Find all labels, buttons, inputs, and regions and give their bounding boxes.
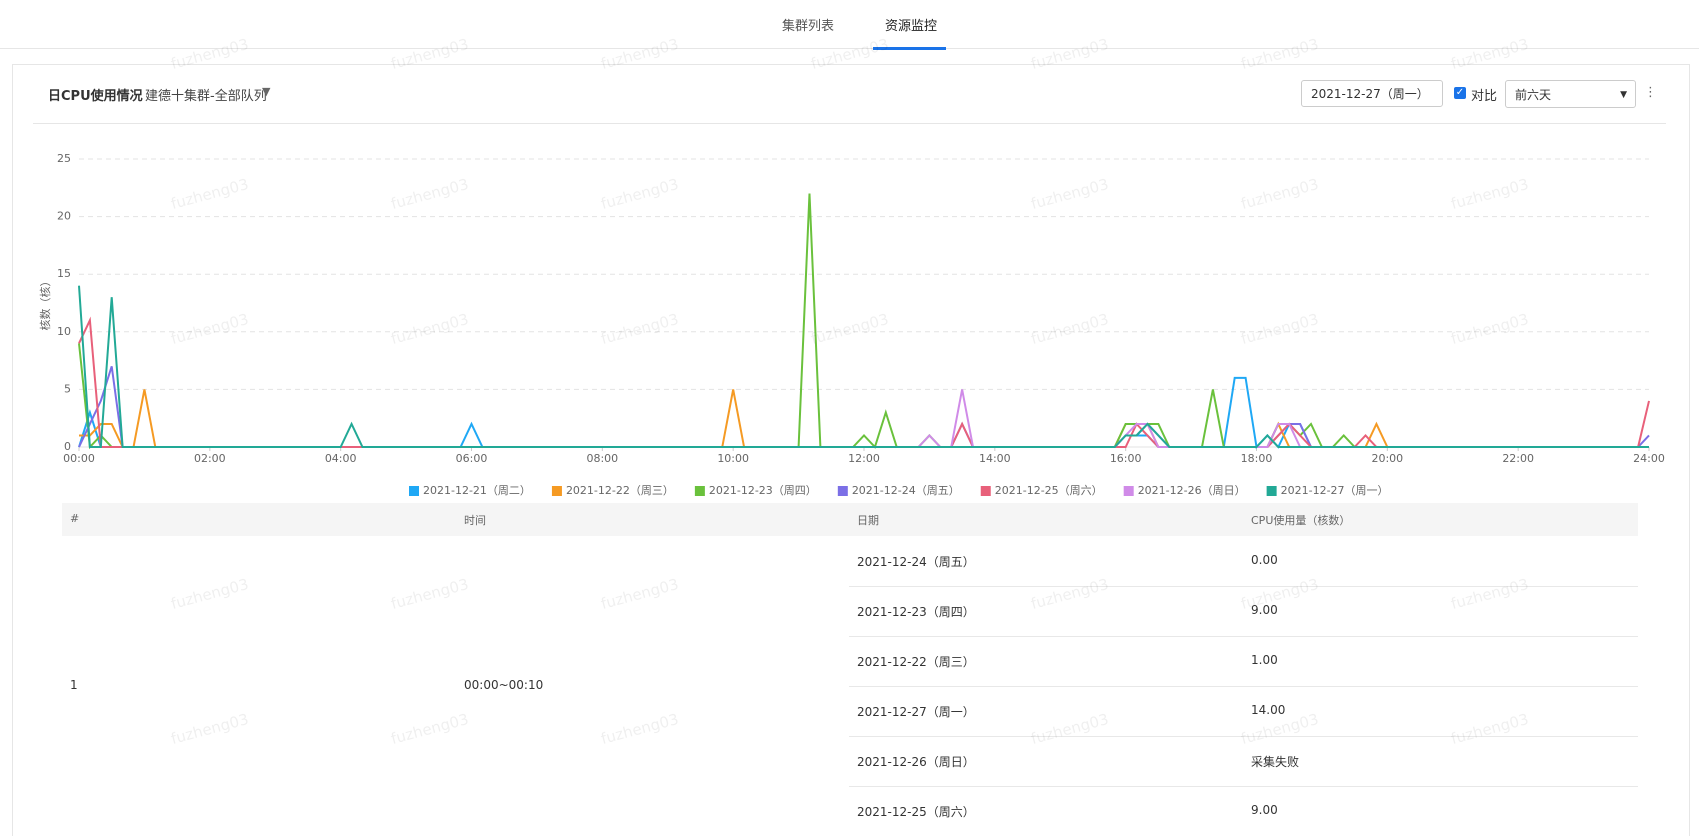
date-picker[interactable]: 2021-12-27（周一） [1301,80,1443,107]
value-cell: 1.00 [1251,653,1278,667]
value-cell: 14.00 [1251,703,1286,717]
row-divider [849,636,1638,637]
date-cell: 2021-12-26（周日） [857,755,975,769]
card-subtitle[interactable]: 建德十集群-全部队列 [145,89,267,104]
range-select[interactable]: 前六天 ▼ [1505,80,1636,108]
date-cell: 2021-12-22（周三） [857,655,975,669]
legend-swatch [980,486,991,496]
time-cell: 00:00~00:10 [464,678,544,692]
series-line [917,389,1649,448]
table-header [62,503,1638,536]
value-cell: 0.00 [1251,553,1278,567]
row-divider [849,586,1638,587]
series-line [78,193,1649,450]
series-line [78,316,1650,448]
range-text: 前六天 [1515,88,1552,102]
value-cell: 采集失败 [1251,755,1300,769]
tab-underline [873,47,946,50]
tab-divider [0,48,1699,49]
x-tick-label: 14:00 [979,452,1011,465]
y-tick-label: 25 [57,152,71,165]
series-line [78,285,1649,448]
x-tick-label: 00:00 [63,452,95,465]
x-tick-label: 04:00 [325,452,357,465]
more-menu[interactable]: ⋮ [1644,85,1657,100]
legend-swatch [409,486,419,496]
tab-active[interactable]: 资源监控 [885,19,938,34]
table: # 时间 日期 CPU使用量（核数） 1 00:00~00:10 2021-12-24（周五… [62,503,1638,836]
legend-swatch [551,486,562,496]
value-cell: 9.00 [1251,803,1278,817]
date-cell: 2021-12-24（周五） [857,555,975,569]
y-tick-label: 0 [64,440,71,453]
date-text: 2021-12-27（周一） [1311,87,1429,101]
y-tick-label: 5 [64,382,71,395]
checkbox-label: 对比 [1471,89,1498,104]
legend-swatch [694,486,705,496]
header-divider [33,123,1666,124]
index-cell: 1 [70,678,78,692]
legend-swatch [1266,486,1277,496]
header-cell: CPU使用量（核数） [1251,514,1351,527]
select-arrow: ▼ [1620,90,1627,100]
legend-swatch [1123,486,1134,496]
card [12,64,1690,836]
x-tick-label: 20:00 [1371,452,1403,465]
filter-icon[interactable]: ▼ [262,85,271,98]
row-divider [849,736,1638,737]
legend-label: 2021-12-26（周日） [1138,484,1246,497]
header-cell: 日期 [857,514,879,527]
legend-label: 2021-12-27（周一） [1281,484,1389,497]
legend-label: 2021-12-25（周六） [995,484,1103,497]
tab[interactable]: 集群列表 [782,19,835,34]
header-cell: 时间 [464,514,486,527]
x-tick-label: 18:00 [1241,452,1273,465]
date-cell: 2021-12-25（周六） [857,805,975,819]
y-tick-label: 20 [57,210,71,223]
x-tick-label: 12:00 [848,452,880,465]
chart: 0 5 10 15 20 25 00:00 02:00 04:00 06:00 08:00 10:00… [38,152,1665,497]
row-divider [849,686,1638,687]
series-line [79,389,1649,448]
date-cell: 2021-12-23（周四） [857,605,975,619]
y-tick-label: 15 [57,267,71,280]
checkbox[interactable]: ✓ [1454,87,1466,99]
legend-swatch [837,486,848,496]
legend-label: 2021-12-21（周二） [423,484,531,497]
legend-label: 2021-12-24（周五） [852,484,960,497]
legend-label: 2021-12-23（周四） [709,484,817,497]
header-cell: # [70,512,80,525]
card-title: 日CPU使用情况 [48,89,143,104]
y-tick-label: 10 [57,325,71,338]
row-divider [849,786,1638,787]
value-cell: 9.00 [1251,603,1278,617]
x-tick-label: 22:00 [1502,452,1534,465]
x-tick-label: 10:00 [717,452,749,465]
legend-label: 2021-12-22（周三） [566,484,674,497]
y-axis-label: 核数（核） [38,276,52,331]
x-tick-label: 06:00 [456,452,488,465]
date-cell: 2021-12-27（周一） [857,705,975,719]
x-tick-label: 24:00 [1633,452,1665,465]
x-tick-label: 02:00 [194,452,226,465]
x-tick-label: 08:00 [586,452,618,465]
x-tick-label: 16:00 [1110,452,1142,465]
